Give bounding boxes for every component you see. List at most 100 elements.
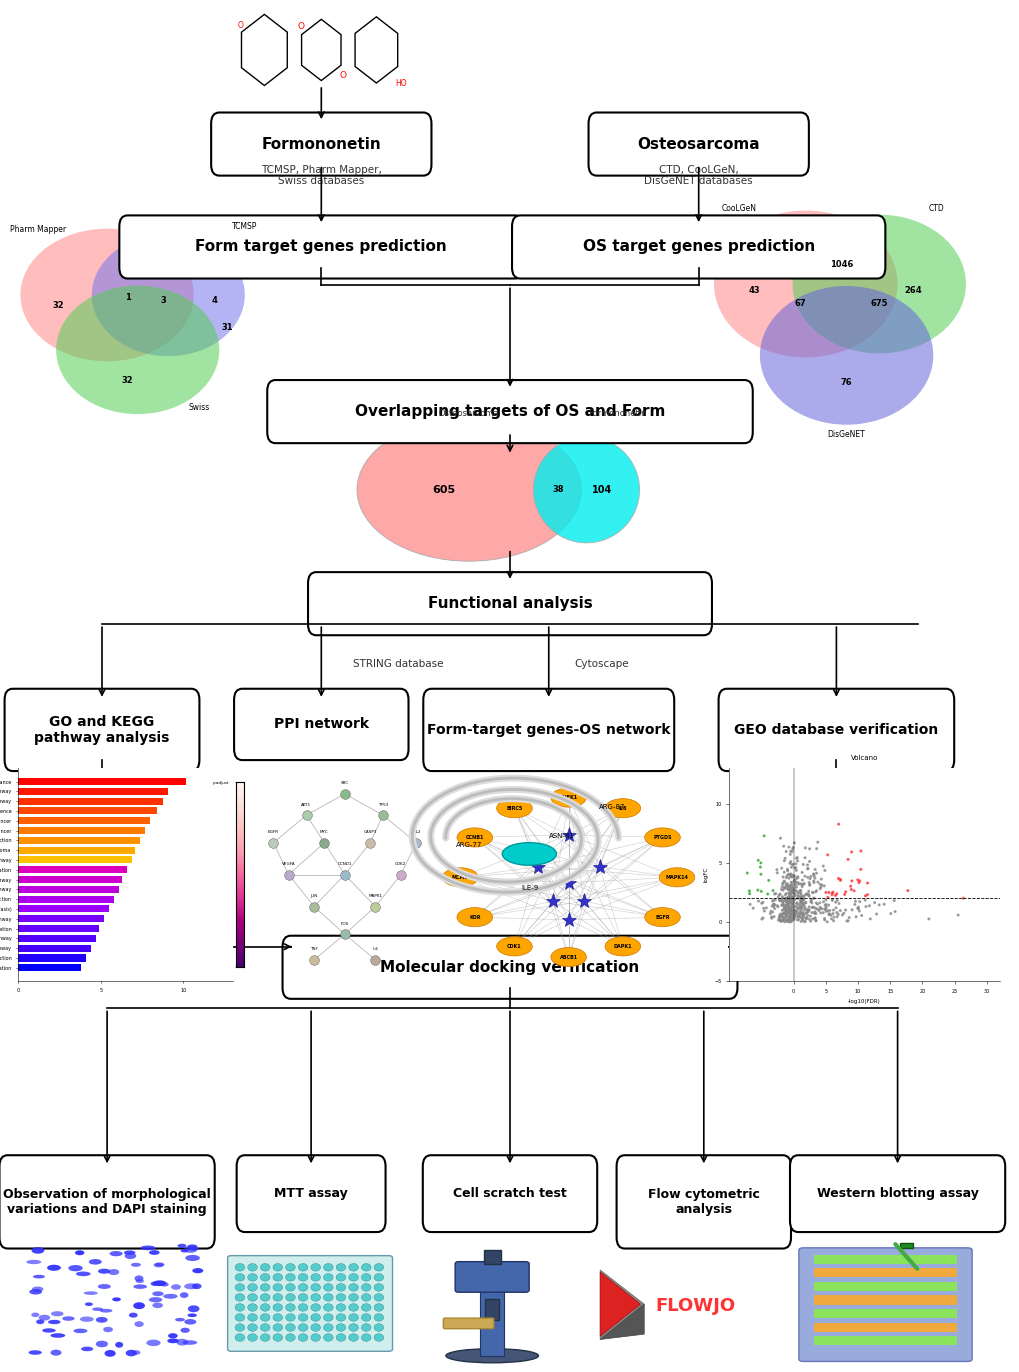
Point xyxy=(795,893,811,915)
Point xyxy=(780,875,796,897)
Text: 605: 605 xyxy=(432,484,454,495)
Point xyxy=(784,907,800,929)
Ellipse shape xyxy=(187,1313,197,1317)
Ellipse shape xyxy=(248,1313,257,1321)
Point xyxy=(764,889,781,911)
Point xyxy=(795,889,811,911)
Point xyxy=(783,908,799,930)
Text: O: O xyxy=(298,22,305,30)
Point xyxy=(818,900,835,922)
Point xyxy=(775,870,792,892)
Ellipse shape xyxy=(234,1294,245,1301)
Point xyxy=(881,903,898,925)
Point xyxy=(830,893,847,915)
FancyBboxPatch shape xyxy=(454,1262,529,1292)
Ellipse shape xyxy=(98,1269,110,1273)
Point xyxy=(789,908,805,930)
Point xyxy=(782,863,798,885)
Point xyxy=(949,904,965,926)
Ellipse shape xyxy=(171,1284,180,1290)
Point xyxy=(792,884,808,906)
Point xyxy=(783,899,799,921)
Point xyxy=(819,886,836,908)
Point xyxy=(793,892,809,914)
Point xyxy=(790,893,806,915)
Point xyxy=(783,900,799,922)
Ellipse shape xyxy=(47,1265,61,1270)
Point xyxy=(776,897,793,919)
Point xyxy=(777,892,794,914)
Point xyxy=(777,899,794,921)
Ellipse shape xyxy=(177,1244,186,1249)
Point xyxy=(788,900,804,922)
Point xyxy=(796,866,812,888)
Ellipse shape xyxy=(285,1334,294,1342)
Point xyxy=(779,864,795,886)
Ellipse shape xyxy=(234,1313,245,1321)
Point xyxy=(801,851,817,873)
Point xyxy=(777,910,794,932)
Ellipse shape xyxy=(336,1273,345,1281)
Point xyxy=(824,881,841,903)
Point xyxy=(809,893,825,915)
Point xyxy=(817,893,834,915)
Bar xyxy=(18,837,141,844)
Ellipse shape xyxy=(260,1273,270,1281)
Ellipse shape xyxy=(311,1334,320,1342)
Ellipse shape xyxy=(100,1309,112,1313)
Point xyxy=(847,906,863,927)
Ellipse shape xyxy=(39,1314,50,1321)
Point xyxy=(772,878,789,900)
Point xyxy=(840,907,856,929)
Point xyxy=(820,904,837,926)
Ellipse shape xyxy=(361,1303,371,1312)
Point xyxy=(786,899,802,921)
Ellipse shape xyxy=(323,1284,333,1291)
Ellipse shape xyxy=(311,1264,320,1270)
Y-axis label: logFC: logFC xyxy=(703,867,708,882)
Point xyxy=(783,906,799,927)
Bar xyxy=(18,896,114,903)
Point xyxy=(777,874,794,896)
Point xyxy=(771,884,788,906)
Ellipse shape xyxy=(311,1294,320,1301)
Point xyxy=(806,901,822,923)
Point xyxy=(828,906,845,927)
Ellipse shape xyxy=(68,1265,83,1272)
Ellipse shape xyxy=(285,1264,294,1270)
Ellipse shape xyxy=(311,1324,320,1331)
Point xyxy=(798,901,814,923)
Bar xyxy=(18,886,119,893)
Point xyxy=(767,882,784,904)
Point xyxy=(792,896,808,918)
Point xyxy=(741,893,757,915)
Point xyxy=(771,910,788,932)
Point xyxy=(827,882,844,904)
Ellipse shape xyxy=(124,1253,136,1259)
Ellipse shape xyxy=(336,1303,345,1312)
Point xyxy=(794,901,810,923)
Text: Cell scratch test: Cell scratch test xyxy=(452,1187,567,1200)
Point xyxy=(769,910,786,932)
Text: CCND1: CCND1 xyxy=(337,862,352,866)
Point xyxy=(777,904,794,926)
Point xyxy=(775,908,792,930)
Point xyxy=(853,904,869,926)
Text: Pharm Mapper: Pharm Mapper xyxy=(9,225,66,233)
Ellipse shape xyxy=(151,1281,158,1286)
Text: TNF: TNF xyxy=(310,947,318,951)
Text: GO and KEGG
pathway analysis: GO and KEGG pathway analysis xyxy=(35,715,169,745)
Point xyxy=(785,900,801,922)
Point xyxy=(785,866,801,888)
Ellipse shape xyxy=(361,1294,371,1301)
Text: Swiss: Swiss xyxy=(189,403,209,412)
Ellipse shape xyxy=(184,1318,196,1324)
Point xyxy=(792,903,808,925)
Point xyxy=(793,896,809,918)
Point xyxy=(798,882,814,904)
Ellipse shape xyxy=(163,1294,177,1299)
Text: 43: 43 xyxy=(748,287,760,295)
Ellipse shape xyxy=(98,1284,111,1288)
Bar xyxy=(480,1286,503,1356)
Point xyxy=(777,867,794,889)
